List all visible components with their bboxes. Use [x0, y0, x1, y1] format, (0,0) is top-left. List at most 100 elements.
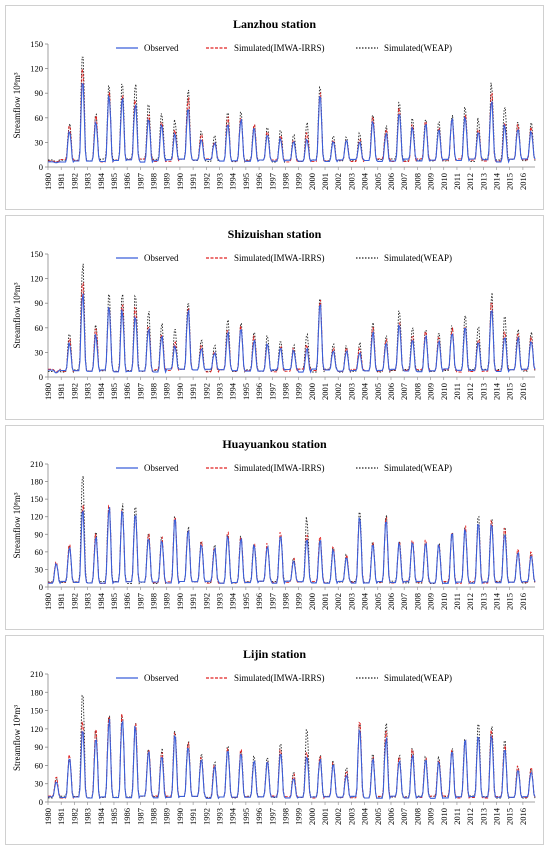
y-axis-label: Streamflow 10⁸m³: [12, 282, 22, 348]
x-tick-label: 1998: [280, 808, 290, 825]
x-tick-label: 1990: [175, 808, 185, 825]
x-tick-label: 2004: [360, 382, 370, 400]
x-tick-label: 2014: [492, 172, 502, 190]
x-tick-label: 1984: [96, 807, 106, 825]
x-tick-label: 1997: [267, 173, 277, 190]
x-tick-label: 2006: [386, 808, 396, 825]
x-tick-label: 2003: [346, 383, 356, 400]
x-tick-label: 1985: [109, 173, 119, 190]
y-axis-label: Streamflow 10⁸m³: [12, 705, 22, 771]
legend-label-sim_weap: Simulated(WEAP): [384, 43, 452, 53]
y-tick-label: 0: [39, 162, 43, 172]
x-tick-label: 2001: [320, 593, 330, 610]
x-tick-label: 1989: [162, 593, 172, 610]
y-tick-label: 90: [35, 88, 44, 98]
x-tick-label: 1993: [214, 383, 224, 400]
x-tick-label: 1985: [109, 593, 119, 610]
x-tick-label: 1998: [280, 593, 290, 610]
x-tick-label: 1992: [201, 173, 211, 190]
x-tick-label: 1990: [175, 173, 185, 190]
x-tick-label: 1994: [228, 592, 238, 610]
x-tick-label: 2005: [373, 383, 383, 400]
x-tick-label: 1980: [43, 593, 53, 610]
x-tick-label: 2013: [478, 383, 488, 400]
chart-panel-shizuishan: Shizuishan station Observed Simulated(IMWA…: [5, 215, 544, 420]
x-tick-label: 1990: [175, 383, 185, 400]
x-tick-label: 2003: [346, 173, 356, 190]
x-tick-label: 2009: [426, 173, 436, 190]
x-tick-label: 1997: [267, 383, 277, 400]
x-tick-label: 1997: [267, 808, 277, 825]
x-tick-label: 2016: [518, 593, 528, 610]
x-tick-label: 1981: [56, 808, 66, 825]
x-tick-label: 1998: [280, 173, 290, 190]
chart-legend: Observed Simulated(IMWA-IRRS) Simulated(WE…: [116, 43, 452, 53]
x-tick-label: 2014: [492, 592, 502, 610]
x-tick-label: 2009: [426, 808, 436, 825]
x-tick-label: 2002: [333, 383, 343, 400]
x-tick-label: 1988: [149, 808, 159, 825]
x-tick-label: 1987: [135, 383, 145, 400]
x-tick-label: 2000: [307, 383, 317, 400]
x-tick-label: 2011: [452, 808, 462, 825]
y-tick-label: 30: [35, 779, 44, 789]
y-tick-label: 120: [30, 64, 43, 74]
series-line-observed: [48, 293, 536, 374]
x-tick-label: 1986: [122, 173, 132, 190]
x-tick-label: 1996: [254, 173, 264, 190]
y-tick-label: 30: [35, 137, 44, 147]
x-tick-label: 2010: [439, 808, 449, 825]
x-tick-label: 1992: [201, 383, 211, 400]
x-tick-label: 2016: [518, 173, 528, 190]
x-tick-label: 1989: [162, 808, 172, 825]
chart-title: Shizuishan station: [228, 227, 322, 241]
x-tick-label: 1993: [214, 808, 224, 825]
y-axis-label: Streamflow 10⁸m³: [12, 492, 22, 558]
x-tick-label: 1988: [149, 173, 159, 190]
x-tick-label: 1984: [96, 382, 106, 400]
x-tick-label: 2010: [439, 173, 449, 190]
x-tick-label: 2013: [478, 593, 488, 610]
x-tick-label: 1983: [83, 593, 93, 610]
x-tick-label: 2000: [307, 593, 317, 610]
x-tick-label: 1994: [228, 807, 238, 825]
y-tick-label: 60: [35, 547, 44, 557]
x-tick-label: 2016: [518, 808, 528, 825]
x-tick-label: 2009: [426, 593, 436, 610]
y-tick-label: 0: [39, 797, 43, 807]
y-tick-label: 210: [30, 669, 43, 679]
x-tick-label: 2002: [333, 808, 343, 825]
series-line-observed: [48, 719, 536, 800]
legend-label-sim_irrs: Simulated(IMWA-IRRS): [234, 253, 325, 263]
x-tick-label: 1998: [280, 383, 290, 400]
y-tick-label: 60: [35, 113, 44, 123]
x-tick-label: 2008: [412, 173, 422, 190]
x-tick-label: 2005: [373, 808, 383, 825]
chart-title: Lanzhou station: [233, 17, 316, 31]
x-tick-label: 2012: [465, 383, 475, 400]
x-tick-label: 1993: [214, 593, 224, 610]
x-tick-label: 2004: [360, 592, 370, 610]
x-tick-label: 2015: [505, 593, 515, 610]
x-tick-label: 1993: [214, 173, 224, 190]
x-tick-label: 1981: [56, 593, 66, 610]
x-tick-label: 2014: [492, 807, 502, 825]
x-tick-label: 2007: [399, 808, 409, 825]
x-tick-label: 2002: [333, 173, 343, 190]
chart-svg-lanzhou: Lanzhou station Observed Simulated(IMWA-IR…: [12, 17, 536, 190]
x-tick-label: 2008: [412, 808, 422, 825]
x-tick-label: 1995: [241, 173, 251, 190]
chart-panel-lijin: Lijin station Observed Simulated(IMWA-IRRS…: [5, 635, 544, 845]
x-tick-label: 1989: [162, 173, 172, 190]
chart-title: Huayuankou station: [222, 437, 327, 451]
y-tick-label: 180: [30, 477, 43, 487]
x-tick-label: 1982: [69, 383, 79, 400]
x-tick-label: 2001: [320, 173, 330, 190]
x-tick-label: 2010: [439, 593, 449, 610]
y-tick-label: 30: [35, 564, 44, 574]
x-tick-label: 2011: [452, 173, 462, 190]
series-line-observed: [48, 507, 536, 585]
y-tick-label: 150: [30, 249, 43, 259]
legend-label-observed: Observed: [144, 253, 179, 263]
x-tick-label: 1991: [188, 383, 198, 400]
